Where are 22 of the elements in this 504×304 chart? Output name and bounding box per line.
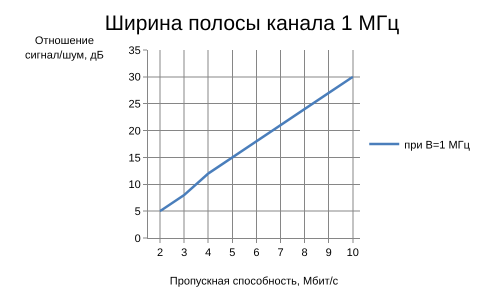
y-tick-label: 30 (128, 72, 141, 84)
y-tick-label: 35 (128, 44, 141, 57)
x-tick-label: 5 (229, 247, 236, 260)
x-tick-label: 6 (253, 247, 260, 260)
y-tick-label: 20 (128, 125, 141, 138)
x-tick-label: 9 (326, 247, 332, 260)
x-tick-label: 2 (156, 247, 164, 260)
x-tick-label: 8 (302, 247, 308, 260)
y-tick-label: 10 (128, 179, 141, 192)
y-tick-label: 25 (128, 98, 141, 111)
x-tick-label: 7 (277, 247, 284, 260)
line-series (158, 76, 354, 212)
legend-label: при B=1 МГц (404, 139, 471, 152)
x-tick-label: 10 (346, 247, 359, 260)
x-tick-label: 3 (181, 247, 188, 260)
y-tick-label: 5 (134, 206, 141, 218)
y-tick-label: 15 (128, 152, 141, 164)
y-tick-label: 0 (134, 232, 141, 245)
x-tick-label: 4 (205, 247, 212, 260)
y-axis-title: Отношение сигнал/шум, дБ (25, 35, 104, 62)
chart-title: Ширина полосы канала 1 МГц (104, 12, 400, 35)
x-axis-title: Пропускная способность, Мбит/с (170, 275, 339, 288)
